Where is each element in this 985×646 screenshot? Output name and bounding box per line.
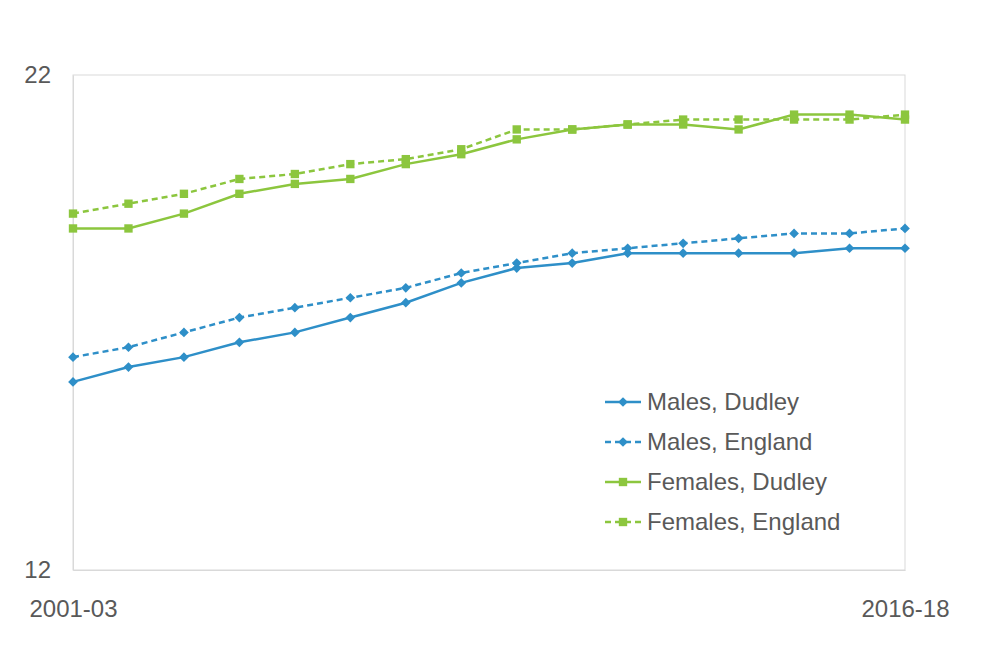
series-marker	[235, 190, 243, 198]
plot-area	[68, 110, 910, 386]
series-marker	[346, 175, 354, 183]
y-axis: 12 22	[24, 61, 73, 583]
series-marker	[789, 248, 799, 258]
y-tick: 22	[24, 61, 73, 88]
series-marker	[734, 115, 742, 123]
series-marker	[678, 238, 688, 248]
series-marker	[124, 224, 132, 232]
series-marker	[290, 328, 300, 338]
series-line	[73, 228, 905, 357]
series-marker	[845, 115, 853, 123]
plot-frame	[73, 75, 905, 570]
x-axis: 2001-03 2016-18	[29, 570, 949, 622]
legend-label: Males, England	[647, 428, 812, 455]
series-marker	[345, 313, 355, 323]
legend-marker	[619, 518, 627, 526]
legend-item: Males, England	[605, 428, 812, 455]
series-marker	[734, 233, 744, 243]
series-marker	[568, 125, 576, 133]
legend-item: Males, Dudley	[605, 388, 799, 415]
series-marker	[845, 229, 855, 239]
series-marker	[567, 258, 577, 268]
series-marker	[901, 110, 909, 118]
series-marker	[734, 248, 744, 258]
series-marker	[900, 224, 910, 234]
x-tick: 2001-03	[29, 570, 117, 622]
series-marker	[235, 337, 245, 347]
legend-item: Females, England	[605, 508, 840, 535]
series-marker	[179, 328, 189, 338]
series-marker	[457, 145, 465, 153]
legend: Males, Dudley Males, England Females, Dudl…	[605, 388, 840, 535]
legend-label: Females, England	[647, 508, 840, 535]
series-marker	[69, 209, 77, 217]
series-marker	[179, 352, 189, 362]
y-axis-line	[73, 76, 74, 571]
series-marker	[900, 243, 910, 253]
series-marker	[623, 120, 631, 128]
series-marker	[567, 248, 577, 258]
series-marker	[512, 258, 522, 268]
x-tick: 2016-18	[861, 570, 949, 622]
legend-marker	[618, 397, 628, 407]
series-marker	[734, 125, 742, 133]
series-marker	[291, 170, 299, 178]
series-marker	[124, 362, 134, 372]
series-marker	[124, 200, 132, 208]
series-marker	[513, 135, 521, 143]
series-marker	[623, 243, 633, 253]
series-marker	[401, 283, 411, 293]
series-marker	[513, 125, 521, 133]
series-marker	[68, 377, 78, 387]
chart: 12 22 2001-03 2016-18 Males, Dudley Males, En…	[0, 0, 985, 646]
legend-marker	[619, 478, 627, 486]
series-marker	[623, 120, 631, 128]
series-marker	[180, 190, 188, 198]
series-marker	[291, 180, 299, 188]
series-marker	[69, 224, 77, 232]
series-line	[73, 115, 905, 229]
y-tick-label: 22	[24, 61, 51, 88]
series-marker	[402, 155, 410, 163]
y-tick: 12	[24, 556, 73, 583]
legend-label: Females, Dudley	[647, 468, 827, 495]
x-tick-label: 2001-03	[29, 595, 117, 622]
legend-marker	[618, 437, 628, 447]
series-line	[73, 115, 905, 214]
x-tick-label: 2016-18	[861, 595, 949, 622]
series-marker	[790, 115, 798, 123]
legend-item: Females, Dudley	[605, 468, 827, 495]
series-marker	[679, 115, 687, 123]
legend-label: Males, Dudley	[647, 388, 799, 415]
series-marker	[401, 298, 411, 308]
series-marker	[346, 160, 354, 168]
y-tick-label: 12	[24, 556, 51, 583]
series-marker	[845, 243, 855, 253]
series-marker	[235, 175, 243, 183]
series-marker	[180, 209, 188, 217]
series-marker	[568, 125, 576, 133]
series-marker	[235, 313, 245, 323]
series-marker	[345, 293, 355, 303]
series-marker	[456, 268, 466, 278]
series-marker	[456, 278, 466, 288]
series-marker	[789, 229, 799, 239]
x-axis-line	[74, 570, 906, 571]
series-marker	[124, 342, 134, 352]
series-marker	[290, 303, 300, 313]
series-marker	[678, 248, 688, 258]
series-marker	[68, 352, 78, 362]
